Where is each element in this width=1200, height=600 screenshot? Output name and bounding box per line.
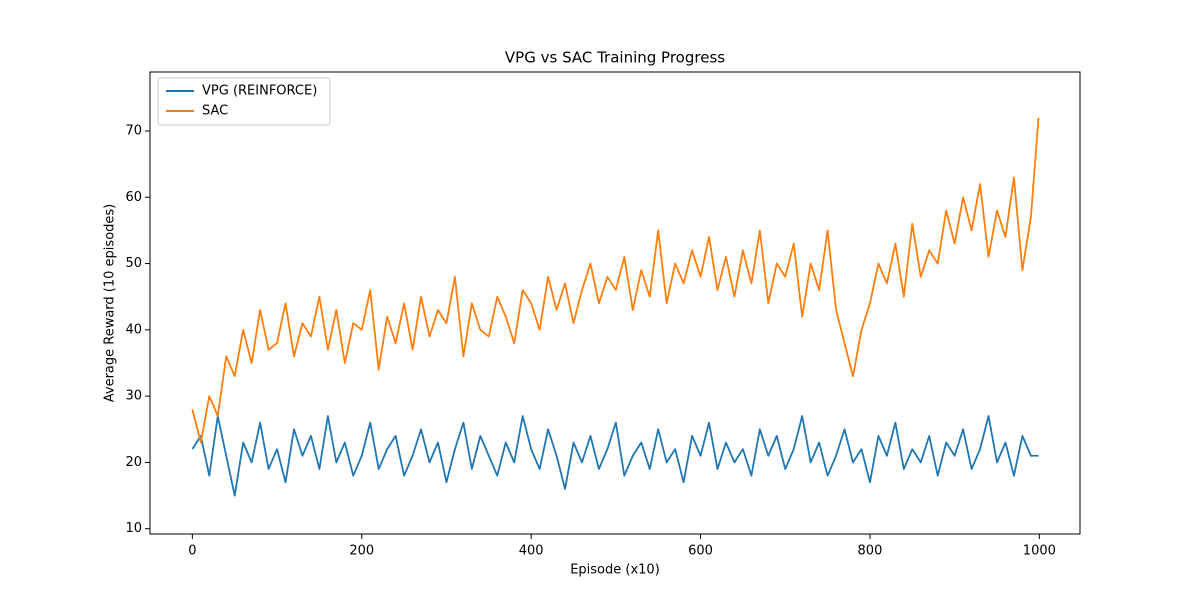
x-tick-label: 200 bbox=[349, 544, 374, 559]
line-series bbox=[191, 117, 1040, 444]
legend-label: VPG (REINFORCE) bbox=[202, 84, 317, 99]
y-tick-label: 10 bbox=[125, 521, 142, 536]
x-tick-label: 400 bbox=[519, 544, 544, 559]
y-tick-label: 50 bbox=[125, 256, 142, 271]
x-tick-label: 600 bbox=[688, 544, 713, 559]
chart-title: VPG vs SAC Training Progress bbox=[505, 49, 725, 67]
y-tick-label: 60 bbox=[125, 190, 142, 205]
y-tick-label: 40 bbox=[125, 322, 142, 337]
x-tick-label: 0 bbox=[188, 544, 196, 559]
x-tick-label: 1000 bbox=[1023, 544, 1056, 559]
x-tick-label: 800 bbox=[858, 544, 883, 559]
y-tick-label: 70 bbox=[125, 123, 142, 138]
y-axis-label: Average Reward (10 episodes) bbox=[103, 204, 118, 403]
line-series bbox=[191, 415, 1039, 497]
y-tick-label: 30 bbox=[125, 389, 142, 404]
plot-frame bbox=[149, 71, 1081, 535]
legend-label: SAC bbox=[202, 104, 228, 119]
y-tick-label: 20 bbox=[125, 455, 142, 470]
x-axis-label: Episode (x10) bbox=[570, 563, 660, 578]
legend-box bbox=[157, 77, 331, 126]
